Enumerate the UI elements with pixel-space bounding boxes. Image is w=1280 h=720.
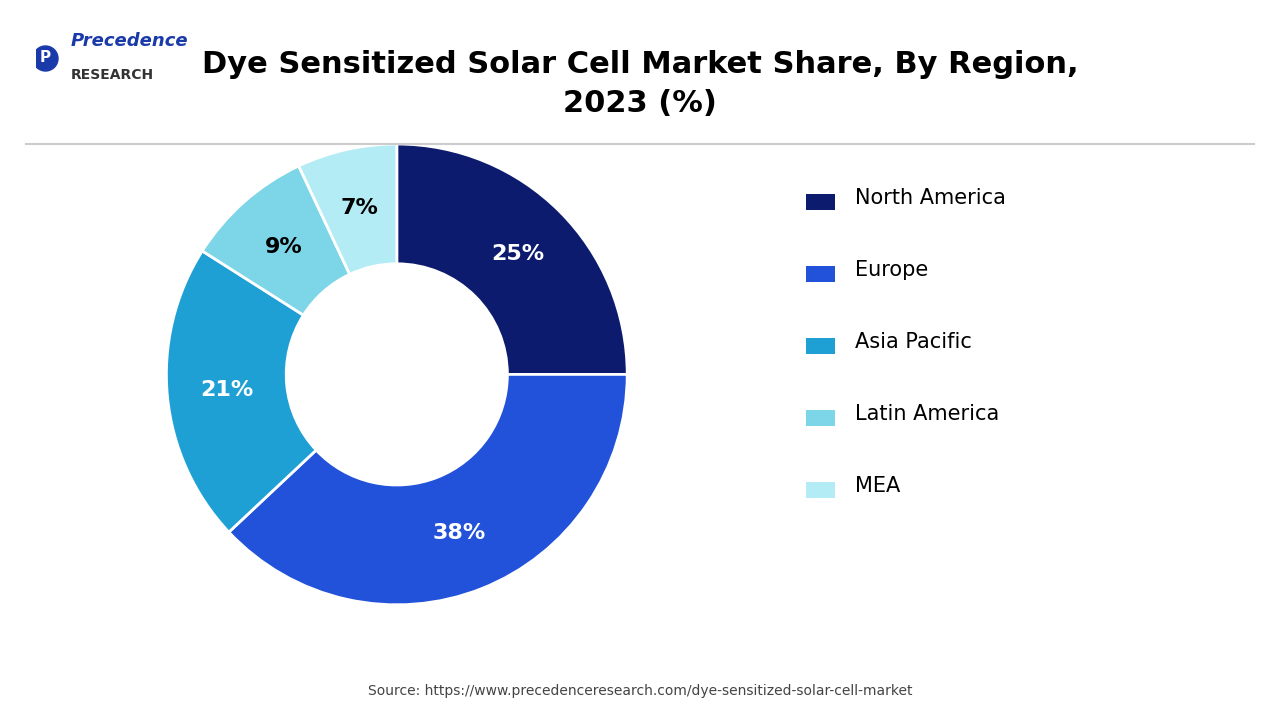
Wedge shape (397, 144, 627, 374)
Text: P: P (40, 50, 51, 65)
Text: Precedence: Precedence (70, 32, 188, 50)
Text: 21%: 21% (201, 380, 253, 400)
Text: 25%: 25% (490, 244, 544, 264)
Wedge shape (229, 374, 627, 605)
Text: Source: https://www.precedenceresearch.com/dye-sensitized-solar-cell-market: Source: https://www.precedenceresearch.c… (367, 685, 913, 698)
Text: 9%: 9% (265, 236, 303, 256)
Text: Asia Pacific: Asia Pacific (855, 332, 972, 351)
Text: Latin America: Latin America (855, 404, 1000, 423)
Text: 38%: 38% (433, 523, 486, 543)
Text: 7%: 7% (340, 198, 379, 218)
Wedge shape (202, 166, 349, 315)
Text: MEA: MEA (855, 476, 900, 495)
Text: North America: North America (855, 188, 1006, 207)
Wedge shape (166, 251, 316, 532)
Wedge shape (298, 144, 397, 274)
Text: RESEARCH: RESEARCH (70, 68, 154, 82)
Text: Europe: Europe (855, 260, 928, 279)
Text: Dye Sensitized Solar Cell Market Share, By Region,
2023 (%): Dye Sensitized Solar Cell Market Share, … (202, 50, 1078, 117)
